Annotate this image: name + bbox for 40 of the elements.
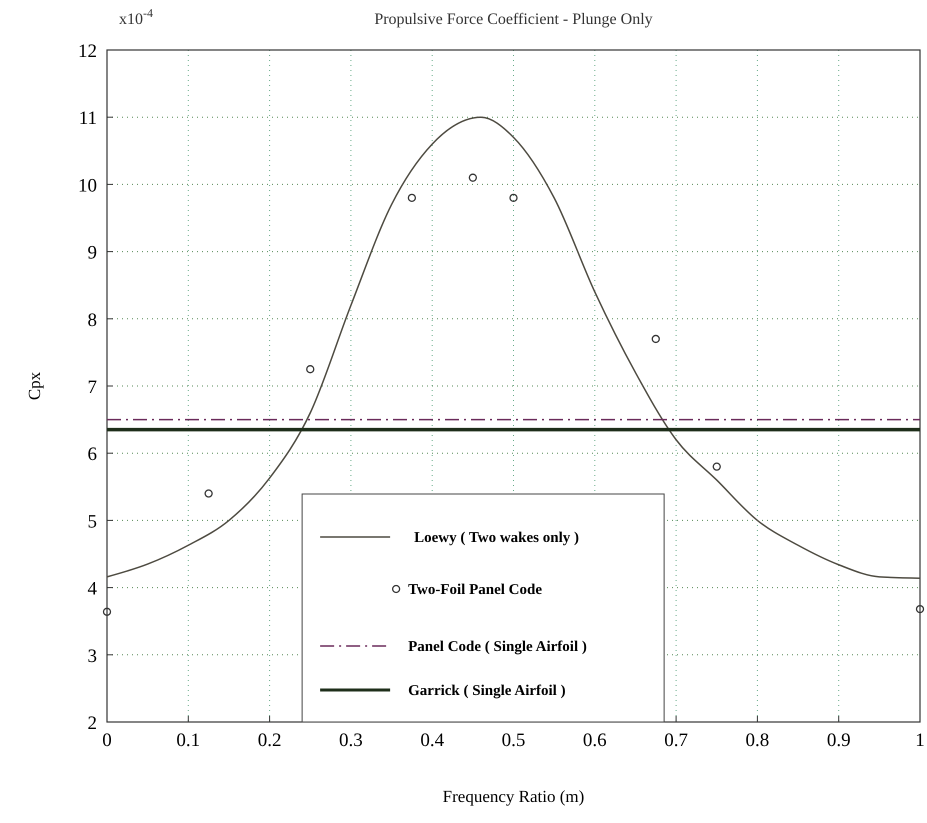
y-tick-label: 9 (88, 242, 97, 264)
x-tick-label: 0.4 (420, 730, 445, 751)
y-tick-label: 4 (88, 578, 98, 600)
x-tick-label: 0.8 (746, 730, 770, 751)
y-tick-label: 11 (78, 108, 97, 130)
y-tick-label: 12 (78, 41, 97, 62)
legend-label: Loewy ( Two wakes only ) (414, 530, 579, 546)
x-tick-label: 0.1 (176, 730, 200, 751)
y-tick-label: 7 (88, 377, 97, 398)
point (712, 462, 721, 471)
x-tick-label: 1 (915, 730, 925, 751)
x-tick-label: 0.3 (339, 730, 363, 751)
y-tick-label: 6 (88, 444, 97, 466)
legend-label: Garrick ( Single Airfoil ) (408, 683, 566, 699)
y-tick-label: 2 (88, 713, 97, 734)
y-tick-label: 5 (88, 511, 97, 532)
y-tick-label: 8 (88, 310, 97, 331)
legend-label: Two-Foil Panel Code (408, 582, 542, 598)
point (306, 365, 314, 374)
point (916, 604, 924, 614)
line-series (106, 116, 921, 579)
legend-label: Panel Code ( Single Airfoil ) (408, 639, 587, 655)
point (652, 334, 660, 344)
point (408, 194, 416, 202)
point (204, 489, 213, 498)
x-axis-title: Frequency Ratio (m) (442, 787, 584, 806)
x-tick-label: 0.5 (502, 730, 526, 751)
y-tick-label: 10 (78, 175, 97, 196)
point (468, 174, 477, 182)
point (509, 194, 518, 202)
x-tick-label: 0 (102, 730, 112, 751)
chart-title: Propulsive Force Coefficient - Plunge Only (374, 11, 653, 28)
point (102, 608, 112, 616)
x-tick-label: 0.6 (582, 730, 607, 751)
y-tick-label: 3 (88, 646, 97, 667)
y-axis-title: Cpx (25, 371, 44, 400)
x-tick-label: 0.7 (664, 730, 688, 751)
x-tick-label: 0.2 (258, 730, 282, 751)
text: x10$^{-4}$ (119, 6, 153, 28)
x-tick-label: 0.9 (826, 730, 851, 751)
